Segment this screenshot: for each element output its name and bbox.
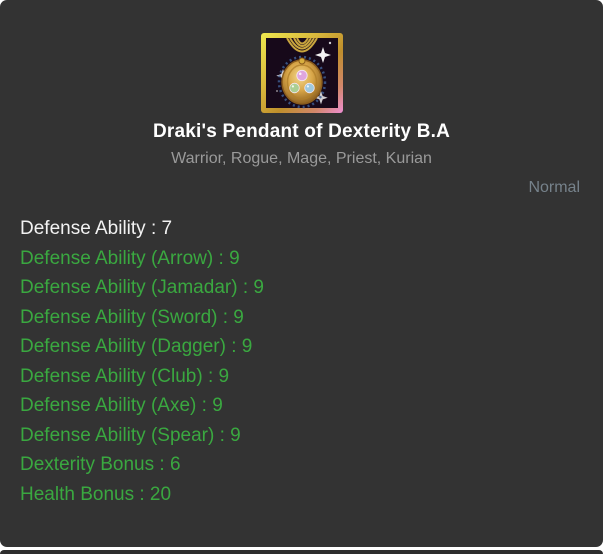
stats-list: Defense Ability : 7 Defense Ability (Arro…	[20, 214, 583, 509]
item-title: Draki's Pendant of Dexterity B.A	[152, 121, 451, 142]
stat-line: Dexterity Bonus : 6	[20, 454, 181, 475]
pendant-icon	[260, 33, 343, 113]
stat-line: Defense Ability (Dagger) : 9	[20, 336, 253, 357]
item-icon	[260, 33, 343, 113]
next-section-edge	[0, 550, 603, 554]
stat-line: Defense Ability : 7	[20, 218, 173, 239]
stat-line: Defense Ability (Sword) : 9	[20, 306, 244, 328]
stat-line: Defense Ability (Spear) : 9	[20, 424, 241, 446]
stat-line: Defense Ability (Jamadar) : 9	[20, 277, 264, 298]
stat-line: Defense Ability (Club) : 9	[20, 365, 230, 387]
stat-line: Defense Ability (Axe) : 9	[20, 395, 223, 416]
stat-line: Health Bonus : 20	[20, 483, 172, 505]
grade-label: Normal	[528, 179, 580, 196]
stat-line: Defense Ability (Arrow) : 9	[20, 247, 240, 269]
usable-classes: Warrior, Rogue, Mage, Priest, Kurian	[171, 150, 432, 167]
